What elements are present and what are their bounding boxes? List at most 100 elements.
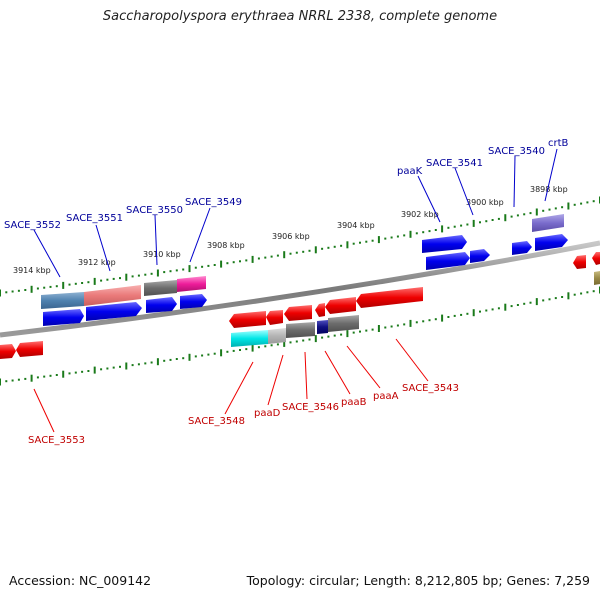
gene-forward[interactable] — [146, 297, 177, 313]
major-tick — [567, 292, 570, 300]
minor-tick — [403, 234, 406, 237]
major-tick — [30, 285, 33, 293]
major-tick — [0, 378, 1, 386]
major-tick — [188, 353, 191, 361]
minor-tick — [308, 338, 311, 341]
major-tick — [346, 241, 349, 249]
gene-label[interactable]: SACE_3553 — [28, 435, 85, 446]
gene-forward[interactable] — [422, 235, 467, 253]
feature-olive[interactable] — [594, 271, 600, 285]
major-tick — [93, 277, 96, 285]
feature-gray[interactable] — [328, 315, 359, 332]
gene-label[interactable]: paaA — [373, 391, 399, 402]
minor-tick — [447, 226, 450, 229]
gene-forward[interactable] — [426, 252, 470, 270]
gene-reverse[interactable] — [266, 310, 283, 325]
gene-label[interactable]: SACE_3549 — [185, 197, 242, 208]
gene-forward[interactable] — [43, 309, 84, 326]
minor-tick — [239, 260, 241, 263]
minor-tick — [131, 364, 134, 367]
minor-tick — [119, 277, 121, 280]
gene-label[interactable]: SACE_3540 — [488, 146, 545, 157]
feature-purple[interactable] — [532, 214, 564, 232]
reverse-gene-labels: SACE_3553 SACE_3548 paaD SACE_3546 paaB … — [28, 383, 459, 446]
kbp-tick-label: 3900 kbp — [466, 198, 504, 207]
minor-tick — [447, 316, 450, 318]
feature-gray[interactable] — [286, 322, 315, 338]
minor-tick — [226, 350, 229, 353]
gene-forward[interactable] — [535, 234, 568, 251]
minor-tick — [169, 270, 172, 273]
accession-text: Accession: NC_009142 — [9, 573, 152, 588]
major-tick — [251, 255, 254, 263]
gene-label[interactable]: crtB — [548, 138, 569, 149]
gene-reverse[interactable] — [284, 305, 312, 321]
feature-steelblue[interactable] — [41, 292, 84, 309]
gene-reverse[interactable] — [573, 255, 586, 269]
minor-tick — [137, 363, 140, 366]
minor-tick — [371, 239, 374, 242]
minor-tick — [327, 246, 330, 249]
gene-label[interactable]: paaD — [254, 408, 281, 419]
minor-tick — [554, 297, 557, 300]
minor-tick — [510, 305, 513, 308]
minor-tick — [384, 237, 387, 240]
minor-tick — [207, 353, 210, 356]
minor-tick — [548, 298, 551, 301]
feature-navy[interactable] — [317, 320, 328, 334]
minor-tick — [182, 357, 185, 360]
genome-stats-text: Topology: circular; Length: 8,212,805 bp… — [246, 573, 590, 588]
minor-tick — [17, 378, 20, 381]
minor-tick — [74, 371, 77, 374]
gene-label[interactable]: SACE_3541 — [426, 158, 483, 169]
minor-tick — [264, 345, 267, 348]
minor-tick — [365, 329, 368, 332]
gene-reverse[interactable] — [0, 344, 16, 359]
minor-tick — [213, 264, 216, 266]
gene-label[interactable]: SACE_3551 — [66, 213, 123, 224]
minor-tick — [359, 241, 361, 244]
minor-tick — [213, 352, 216, 355]
feature-lightgray[interactable] — [268, 328, 286, 344]
gene-label[interactable]: SACE_3548 — [188, 416, 245, 427]
kbp-tick-label: 3912 kbp — [78, 258, 116, 267]
gene-label[interactable]: SACE_3546 — [282, 402, 339, 413]
minor-tick — [580, 202, 583, 205]
gene-label[interactable]: SACE_3543 — [402, 383, 459, 394]
gene-forward[interactable] — [180, 294, 207, 309]
minor-tick — [55, 374, 58, 376]
major-tick — [220, 260, 223, 268]
major-tick — [125, 362, 128, 370]
kbp-tick-label: 3908 kbp — [207, 241, 245, 250]
gene-forward[interactable] — [512, 241, 532, 255]
major-tick — [409, 319, 412, 327]
feature-gray[interactable] — [144, 280, 177, 296]
gene-reverse[interactable] — [592, 252, 600, 265]
minor-tick — [194, 355, 197, 358]
gene-reverse[interactable] — [229, 311, 266, 328]
minor-tick — [68, 372, 71, 375]
gene-reverse[interactable] — [356, 287, 423, 308]
gene-forward[interactable] — [86, 302, 142, 321]
page-title: Saccharopolyspora erythraea NRRL 2338, c… — [102, 9, 498, 24]
major-tick — [251, 344, 254, 352]
minor-tick — [131, 275, 134, 278]
feature-magenta[interactable] — [177, 276, 206, 292]
gene-label[interactable]: SACE_3552 — [4, 220, 61, 231]
major-tick — [0, 289, 1, 297]
gene-forward[interactable] — [470, 249, 490, 263]
feature-cyan[interactable] — [231, 330, 268, 347]
gene-label[interactable]: SACE_3550 — [126, 205, 183, 216]
gene-label[interactable]: paaB — [341, 397, 367, 408]
minor-tick — [491, 308, 494, 311]
minor-tick — [81, 282, 84, 284]
minor-tick — [257, 257, 260, 260]
forward-genes — [43, 234, 568, 326]
gene-reverse[interactable] — [315, 303, 325, 317]
gene-label[interactable]: paaK — [397, 166, 423, 177]
minor-tick — [479, 310, 481, 313]
gene-reverse[interactable] — [16, 341, 43, 357]
minor-tick — [497, 307, 500, 310]
gene-reverse[interactable] — [325, 297, 356, 314]
feature-salmon[interactable] — [84, 285, 141, 306]
